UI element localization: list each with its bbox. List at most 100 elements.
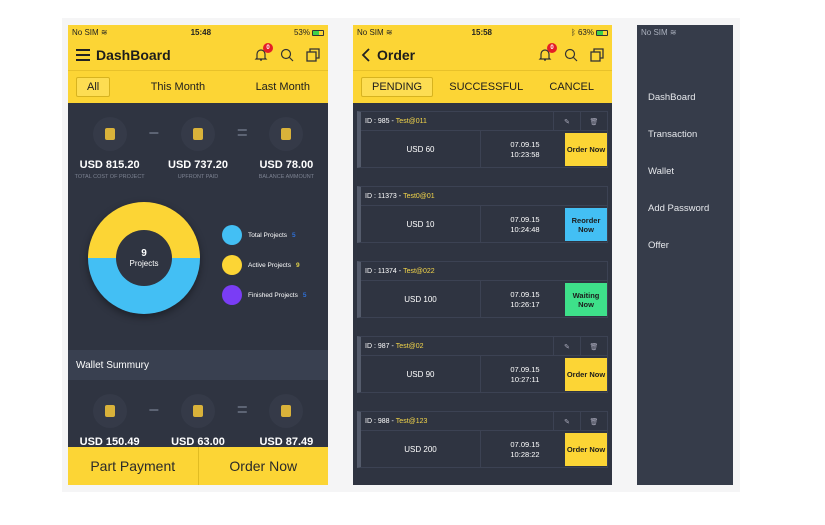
menu-item-dashboard[interactable]: DashBoard [648, 92, 696, 103]
order-date: 07.09.15 [510, 439, 540, 449]
order-date: 07.09.15 [510, 214, 540, 224]
chart-legend: Total Projects 5 Active Projects 9 Finishe… [222, 220, 306, 310]
order-time: 10:28:22 [510, 449, 540, 459]
order-amount: USD 60 [361, 131, 481, 168]
upfront-paid-label: UPFRONT PAID [177, 174, 219, 180]
page-title: DashBoard [96, 47, 171, 63]
trash-icon[interactable]: 🗑 [580, 112, 607, 131]
status-bar: No SIM ≋ [637, 25, 733, 40]
coin-icon [269, 394, 304, 428]
order-name: Test@011 [395, 117, 427, 125]
order-name: Test0@01 [403, 192, 435, 200]
legend-item-total: Total Projects 5 [222, 220, 306, 250]
part-payment-button[interactable]: Part Payment [90, 458, 176, 474]
reorder-now-button[interactable]: Reorder Now [565, 208, 607, 241]
search-icon[interactable] [564, 48, 578, 62]
dashboard-screen: No SIM ≋ 15:48 53% DashBoard 0 All This … [68, 25, 328, 485]
order-amount: USD 10 [361, 206, 481, 243]
carrier-label: No SIM [72, 28, 99, 37]
copy-windows-icon[interactable] [590, 48, 604, 62]
order-date: 07.09.15 [510, 289, 540, 299]
wallet-paid-amount: USD 63.00 [171, 436, 225, 448]
menu-item-wallet[interactable]: Wallet [648, 166, 675, 177]
minus-icon: − [148, 123, 160, 143]
coins-stack-icon [92, 394, 127, 428]
total-cost-label: TOTAL COST OF PROJECT [74, 174, 145, 180]
status-bar: No SIM ≋ 15:48 53% [68, 25, 328, 40]
tab-last-month[interactable]: Last Month [255, 81, 310, 93]
battery-icon [596, 29, 608, 36]
legend-item-active: Active Projects 9 [222, 250, 306, 280]
balance-amount: USD 78.00 [259, 159, 314, 171]
order-list: ID : 985 - Test@011 ✎ 🗑 USD 60 07.09.15 10… [353, 103, 612, 468]
order-card: ID : 987 - Test@02 ✎ 🗑 USD 90 07.09.15 10:… [357, 336, 608, 393]
order-name: Test@02 [395, 342, 424, 350]
carrier-label: No SIM [357, 28, 384, 37]
back-chevron-icon[interactable] [361, 48, 371, 62]
order-id: ID : 987 - [365, 342, 394, 350]
period-tabs: All This Month Last Month [68, 70, 328, 103]
order-id: ID : 985 - [365, 117, 394, 125]
wallet-summary-header: Wallet Summury [68, 350, 328, 380]
coin-icon [269, 117, 304, 151]
wallet-summary: USD 150.49 − USD 63.00 = USD 87.49 [68, 380, 328, 448]
tab-cancel[interactable]: CANCEL [549, 81, 594, 93]
projects-count: 9 [141, 248, 147, 259]
wallet-total-amount: USD 150.49 [79, 436, 140, 448]
waiting-now-button[interactable]: Waiting Now [565, 283, 607, 316]
coin-icon [181, 117, 215, 151]
coins-stack-icon [92, 117, 127, 151]
order-now-button[interactable]: Order Now [565, 433, 607, 466]
notification-badge: 0 [263, 43, 273, 53]
wifi-icon: ≋ [100, 28, 108, 37]
menu-item-offer[interactable]: Offer [648, 240, 669, 251]
battery-percent: 53% [293, 28, 310, 37]
order-card: ID : 988 - Test@123 ✎ 🗑 USD 200 07.09.15 1… [357, 411, 608, 468]
search-icon[interactable] [280, 48, 294, 62]
order-now-button[interactable]: Order Now [197, 447, 329, 485]
order-name: Test@022 [403, 267, 435, 275]
trash-icon[interactable]: 🗑 [580, 337, 607, 356]
notification-bell-icon[interactable]: 0 [254, 43, 273, 62]
tab-successful[interactable]: SUCCESSFUL [449, 81, 524, 93]
order-time: 10:26:17 [510, 299, 540, 309]
upfront-paid-amount: USD 737.20 [168, 159, 228, 171]
order-screen: No SIM ≋ 15:58 ᛒ 63% Order 0 PENDING SUC… [353, 25, 612, 485]
order-amount: USD 200 [361, 431, 481, 468]
order-time: 10:27:11 [510, 374, 540, 384]
hamburger-menu-icon[interactable] [76, 49, 90, 61]
order-date: 07.09.15 [510, 364, 540, 374]
clock: 15:58 [471, 28, 493, 37]
tab-all[interactable]: All [76, 77, 111, 97]
edit-pencil-icon[interactable]: ✎ [553, 112, 580, 131]
order-status-tabs: PENDING SUCCESSFUL CANCEL [353, 70, 612, 103]
edit-pencil-icon[interactable]: ✎ [553, 412, 580, 431]
clock: 15:48 [190, 28, 212, 37]
notification-bell-icon[interactable]: 0 [538, 43, 557, 62]
balance-label: BALANCE AMMOUNT [258, 174, 315, 180]
equals-icon: = [236, 400, 248, 420]
tab-this-month[interactable]: This Month [150, 81, 206, 93]
side-menu-screen: No SIM ≋ DashBoard Transaction Wallet Ad… [637, 25, 733, 485]
order-date: 07.09.15 [510, 139, 540, 149]
order-id: ID : 11373 - [365, 192, 402, 200]
minus-icon: − [148, 400, 160, 420]
menu-item-transaction[interactable]: Transaction [648, 129, 698, 140]
order-now-button[interactable]: Order Now [565, 358, 607, 391]
order-now-button[interactable]: Order Now [565, 133, 607, 166]
carrier-label: No SIM [641, 28, 668, 37]
edit-pencil-icon[interactable]: ✎ [553, 337, 580, 356]
order-id: ID : 11374 - [365, 267, 402, 275]
bluetooth-icon: ᛒ [570, 28, 578, 37]
tab-pending[interactable]: PENDING [361, 77, 434, 97]
order-amount: USD 90 [361, 356, 481, 393]
notification-badge: 0 [547, 43, 557, 53]
order-card: ID : 11373 - Test0@01 USD 10 07.09.15 10:… [357, 186, 608, 243]
order-amount: USD 100 [361, 281, 481, 318]
trash-icon[interactable]: 🗑 [580, 412, 607, 431]
copy-windows-icon[interactable] [306, 48, 320, 62]
total-cost-amount: USD 815.20 [79, 159, 140, 171]
order-time: 10:23:58 [510, 149, 540, 159]
order-id: ID : 988 - [365, 417, 394, 425]
menu-item-add-password[interactable]: Add Password [648, 203, 710, 214]
